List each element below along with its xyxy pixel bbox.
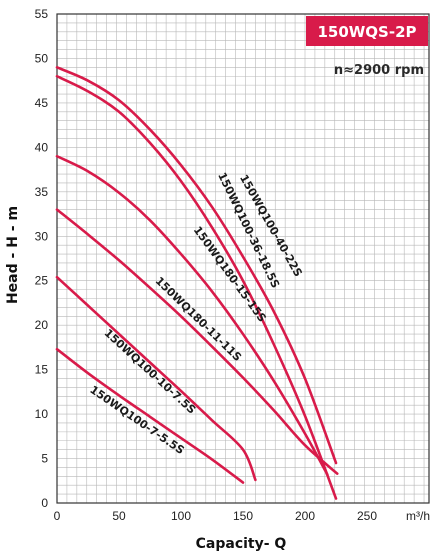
- curve-150WQ180-15-15S: [55, 154, 329, 476]
- plot-frame: [56, 13, 430, 504]
- curve-150WQ100-7-5.5S: [55, 347, 245, 484]
- y-axis-title: Head - H - m: [5, 206, 21, 304]
- x-unit-label: m³/h: [406, 509, 430, 523]
- y-tick-label: 55: [35, 7, 49, 21]
- x-tick-label: 150: [233, 509, 253, 523]
- y-tick-label: 30: [35, 229, 49, 243]
- y-tick-label: 45: [35, 96, 49, 110]
- model-label: 150WQS-2P: [317, 23, 416, 41]
- curve-150WQ100-36-18.5S: [55, 74, 338, 500]
- y-tick-label: 25: [35, 274, 49, 288]
- x-tick-label: 0: [54, 509, 61, 523]
- y-tick-label: 20: [35, 318, 49, 332]
- y-tick-label: 0: [41, 496, 48, 510]
- model-badge-background: [306, 16, 428, 46]
- y-tick-label: 10: [35, 407, 49, 421]
- x-tick-label: 100: [171, 509, 191, 523]
- x-tick-label: 250: [357, 509, 377, 523]
- curve-150WQ180-11-11S: [55, 208, 339, 475]
- y-tick-labels: 0 5 10 15 20 25 30 35 40 45 50 55: [35, 7, 49, 510]
- x-tick-label: 50: [112, 509, 126, 523]
- speed-label: n≈2900 rpm: [334, 63, 424, 78]
- x-tick-labels: 0 50 100 150 200 250: [54, 509, 378, 523]
- curve-150WQ100-40-22S: [55, 66, 338, 465]
- x-axis-title: Capacity- Q: [196, 536, 287, 552]
- y-tick-label: 50: [35, 51, 49, 65]
- y-tick-label: 35: [35, 185, 49, 199]
- curve-150WQ100-10-7.5S: [55, 275, 257, 482]
- performance-curves: [55, 66, 339, 500]
- y-tick-label: 5: [41, 452, 48, 466]
- y-tick-label: 40: [35, 140, 49, 154]
- x-tick-label: 200: [295, 509, 315, 523]
- model-badge: 150WQS-2P: [306, 16, 428, 46]
- y-tick-label: 15: [35, 363, 49, 377]
